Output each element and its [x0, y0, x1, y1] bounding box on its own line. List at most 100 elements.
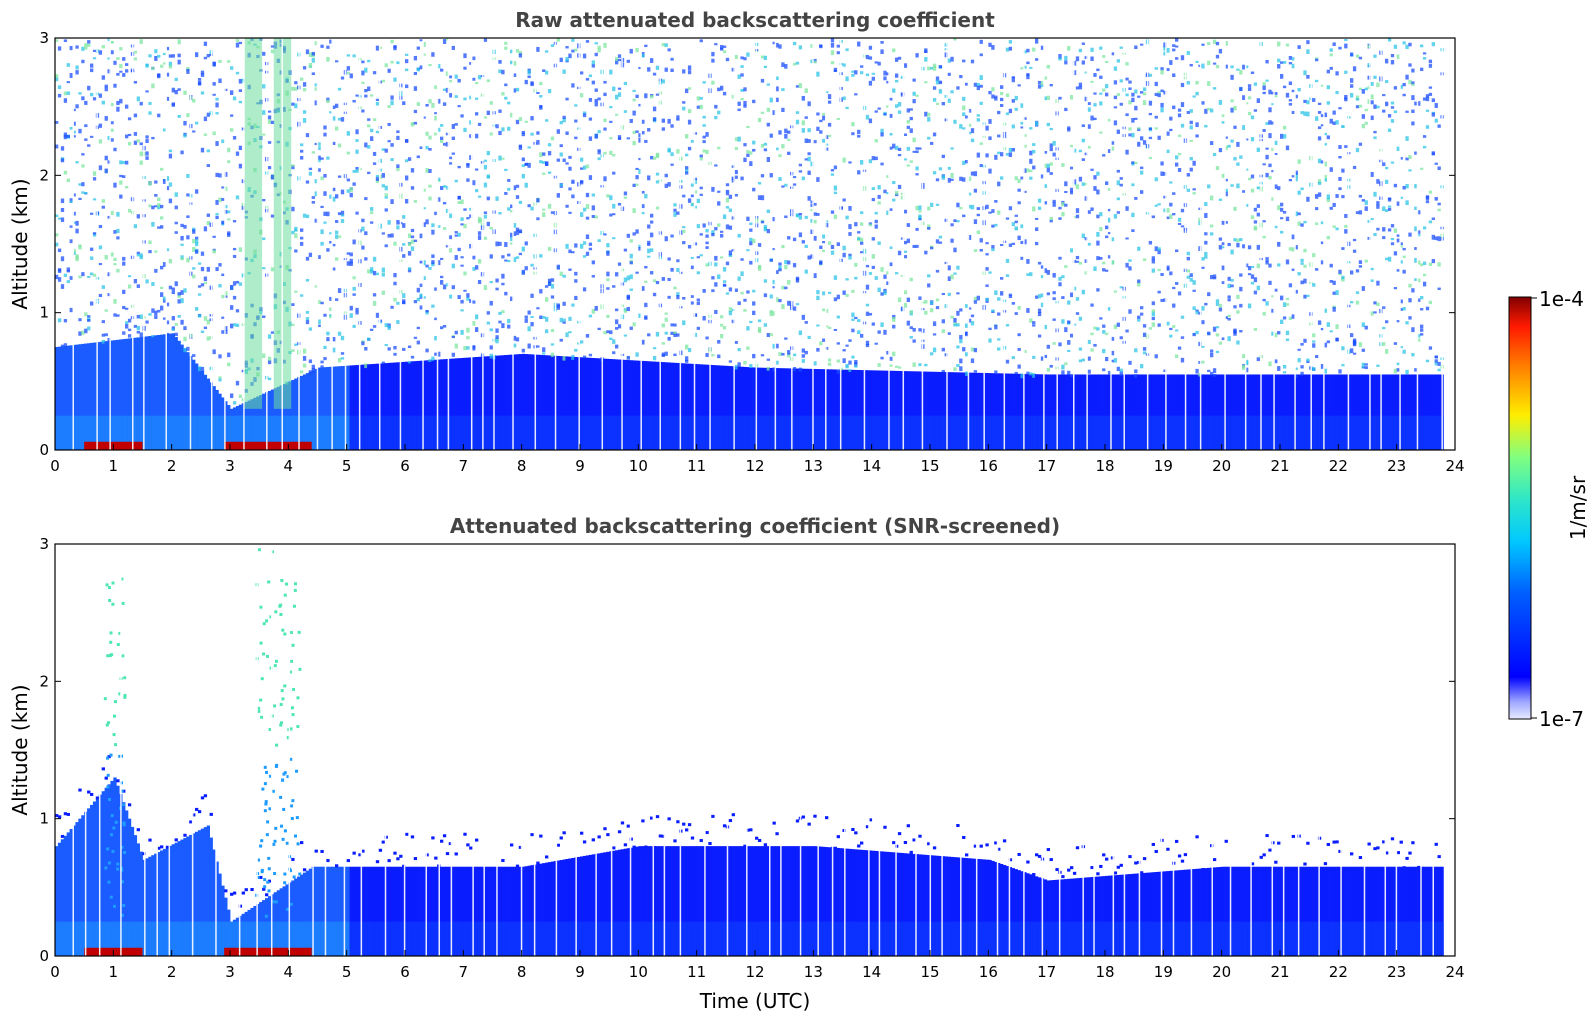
- boundary-layer-column: [687, 363, 692, 450]
- noise-speckle: [769, 133, 773, 138]
- noise-speckle: [606, 314, 610, 318]
- noise-speckle: [1064, 107, 1068, 112]
- noise-speckle: [393, 345, 397, 350]
- noise-speckle: [1256, 186, 1260, 190]
- noise-speckle: [390, 39, 394, 44]
- near-surface-band: [571, 415, 575, 450]
- noise-speckle: [1072, 148, 1077, 153]
- noise-speckle: [822, 308, 826, 312]
- noise-speckle: [845, 76, 849, 82]
- boundary-layer-column: [795, 368, 800, 450]
- boundary-layer-column: [1177, 374, 1182, 450]
- noise-speckle: [92, 232, 97, 235]
- noise-speckle: [1201, 43, 1205, 46]
- noise-speckle: [119, 196, 123, 199]
- noise-speckle: [1032, 143, 1036, 147]
- noise-speckle: [574, 271, 578, 276]
- noise-speckle: [976, 152, 980, 158]
- boundary-layer-column: [722, 365, 727, 450]
- noise-speckle: [1250, 215, 1255, 220]
- noise-speckle: [597, 327, 601, 331]
- noise-speckle: [1090, 115, 1094, 121]
- noise-speckle: [938, 65, 943, 69]
- noise-speckle: [119, 174, 123, 178]
- noise-speckle: [696, 301, 700, 305]
- noise-speckle: [655, 331, 660, 337]
- noise-speckle: [57, 217, 62, 220]
- boundary-layer-column: [935, 371, 940, 450]
- noise-speckle: [1364, 108, 1368, 112]
- noise-speckle: [807, 255, 811, 260]
- noise-speckle: [734, 364, 738, 370]
- noise-speckle: [215, 172, 219, 177]
- noise-speckle: [1014, 107, 1018, 111]
- noise-speckle: [442, 185, 447, 188]
- noise-speckle: [381, 148, 385, 151]
- noise-speckle: [976, 207, 980, 211]
- noise-speckle: [1090, 47, 1094, 52]
- noise-speckle: [997, 134, 1001, 138]
- noise-speckle: [1078, 149, 1083, 153]
- noise-speckle: [422, 296, 426, 299]
- noise-speckle: [979, 53, 983, 57]
- noise-speckle: [157, 226, 161, 229]
- noise-speckle: [63, 170, 68, 175]
- noise-speckle: [667, 149, 671, 152]
- noise-speckle: [792, 183, 797, 186]
- noise-speckle: [1291, 314, 1295, 319]
- noise-speckle: [880, 40, 884, 44]
- near-surface-band: [903, 415, 908, 450]
- noise-speckle: [900, 75, 905, 79]
- noise-speckle: [154, 250, 158, 253]
- noise-speckle: [352, 293, 356, 296]
- noise-speckle: [1268, 133, 1272, 139]
- noise-speckle: [127, 209, 132, 213]
- boundary-layer-column: [148, 336, 152, 450]
- noise-speckle: [690, 256, 695, 259]
- noise-speckle: [1332, 121, 1336, 125]
- noise-speckle: [413, 109, 418, 114]
- noise-speckle: [340, 357, 345, 360]
- noise-speckle: [326, 248, 330, 252]
- noise-speckle: [1221, 242, 1225, 246]
- noise-speckle: [661, 277, 665, 281]
- boundary-layer-column: [1192, 374, 1196, 450]
- noise-speckle: [976, 295, 980, 301]
- noise-speckle: [346, 66, 350, 71]
- noise-speckle: [1227, 317, 1231, 321]
- noise-speckle: [332, 187, 336, 192]
- noise-speckle: [507, 259, 511, 263]
- noise-speckle: [959, 75, 963, 79]
- noise-speckle: [830, 250, 835, 255]
- noise-speckle: [419, 260, 423, 264]
- near-surface-band: [565, 415, 569, 450]
- noise-speckle: [72, 121, 76, 126]
- noise-speckle: [547, 246, 552, 251]
- noise-speckle: [970, 321, 975, 326]
- near-surface-band: [375, 415, 380, 450]
- near-surface-band: [1361, 415, 1365, 450]
- noise-speckle: [819, 130, 823, 134]
- noise-speckle: [507, 187, 511, 191]
- noise-speckle: [1166, 208, 1170, 213]
- boundary-layer-column: [66, 345, 70, 450]
- noise-speckle: [947, 332, 951, 335]
- noise-speckle: [1032, 206, 1036, 212]
- boundary-layer-column: [1338, 374, 1342, 450]
- noise-speckle: [1236, 183, 1240, 189]
- noise-speckle: [851, 328, 855, 333]
- noise-speckle: [690, 265, 695, 270]
- noise-speckle: [346, 252, 350, 255]
- noise-speckle: [965, 304, 969, 308]
- noise-speckle: [702, 81, 706, 84]
- noise-speckle: [965, 82, 969, 86]
- boundary-layer-column: [1294, 374, 1298, 450]
- noise-speckle: [1236, 238, 1240, 243]
- noise-speckle: [107, 38, 111, 42]
- noise-speckle: [784, 260, 788, 265]
- noise-speckle: [405, 159, 409, 163]
- noise-speckle: [232, 295, 237, 300]
- noise-speckle: [524, 120, 528, 123]
- noise-speckle: [466, 163, 470, 168]
- noise-speckle: [1026, 48, 1030, 53]
